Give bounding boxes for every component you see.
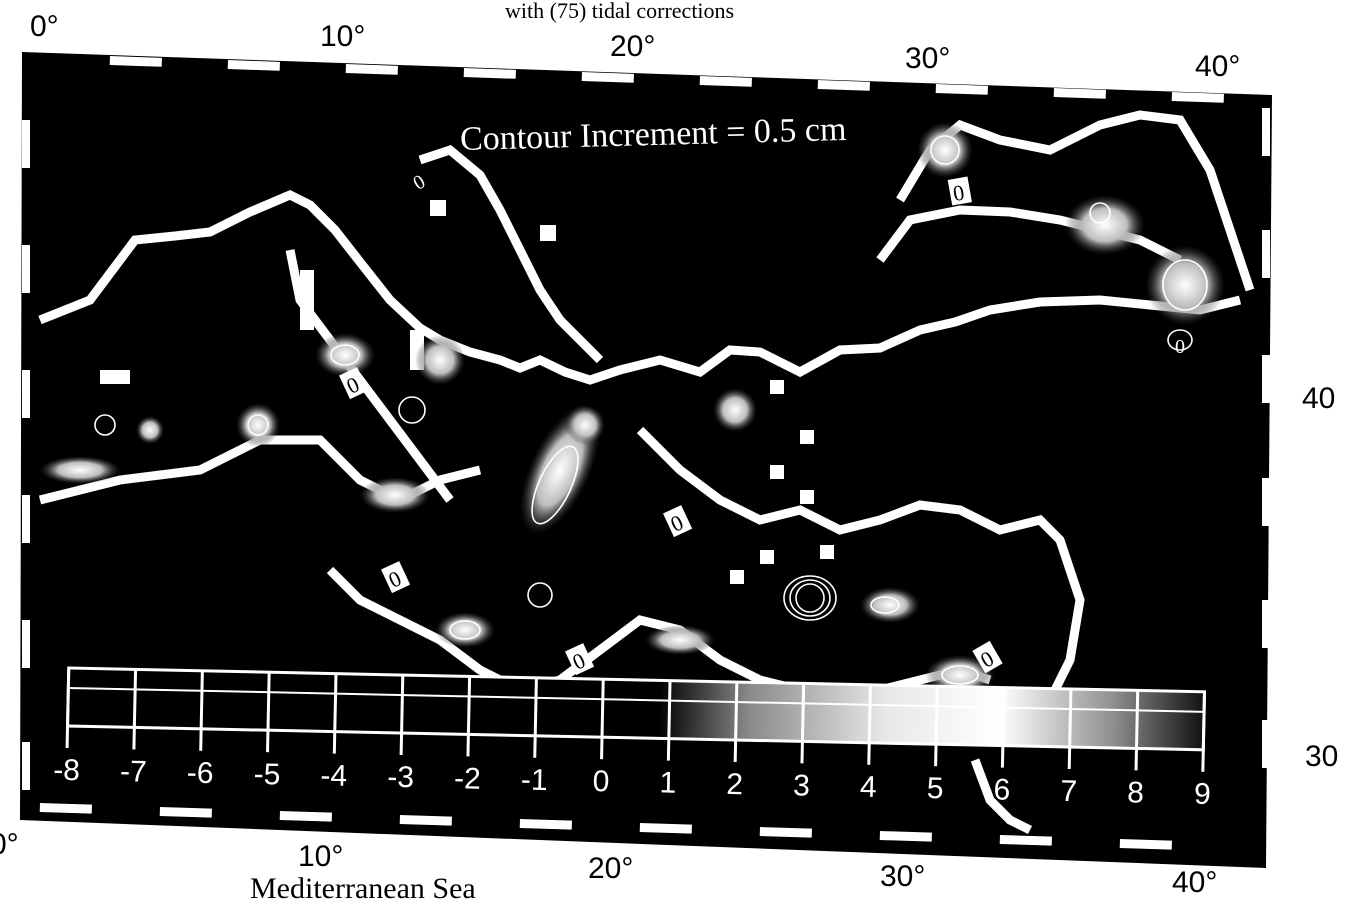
colorbar-tick-label: 1 [659,766,676,799]
colorbar: -8 -7 -6 -5 -4 -3 -2 -1 0 1 2 3 4 5 6 7 8 9 [53,666,1211,811]
colorbar-tick-label: -8 [53,754,80,788]
contour-label-0h: 0 [1175,336,1185,358]
colorbar-tick [466,676,472,757]
lon-label-top-30: 30° [905,42,951,75]
lon-label-top-20: 20° [610,30,656,63]
colorbar-tick-label: -1 [521,764,548,798]
colorbar-tick [733,681,739,763]
colorbar-tick-label: 7 [1060,775,1077,808]
lat-label-40: 40 [1302,382,1336,415]
lon-label-top-40: 40° [1195,50,1241,83]
colorbar-tick-label: -3 [387,761,414,795]
lon-label-bottom-20: 20° [588,852,634,885]
colorbar-tick [666,680,672,761]
contour-label-0e: 0 [947,176,972,206]
lon-label-bottom-40: 40° [1172,866,1218,899]
contour-label-0f: 0 [972,640,1003,674]
colorbar-tick-label: 8 [1127,776,1144,809]
map-subtitle: with (75) tidal corrections [505,0,735,23]
colorbar-tick [266,672,271,753]
colorbar-tick-label: 6 [993,773,1010,806]
colorbar-ticks [65,667,1207,772]
contour-label-0a: 0 [339,367,369,400]
lat-label-30: 30 [1305,740,1339,773]
colorbar-tick [800,683,806,764]
colorbar-tick-label: -5 [253,758,280,792]
frame-ticks-top [109,56,1224,103]
colorbar-tick [1000,687,1006,768]
colorbar-tick-label: -6 [187,757,214,791]
contour-label-0c: 0 [565,643,595,676]
colorbar-tick [867,684,872,765]
colorbar-tick [600,679,605,760]
colorbar-tick-label: 3 [793,769,810,802]
colorbar-labels: -8 -7 -6 -5 -4 -3 -2 -1 0 1 2 3 4 5 6 7 8 9 [53,754,1211,811]
colorbar-tick-label: -7 [120,755,147,789]
colorbar-tick-label: 4 [860,771,877,804]
frame-ticks-right [1262,108,1270,768]
colorbar-tick [1201,691,1207,772]
colorbar-tick-label: 0 [592,765,609,798]
colorbar-tick-label: -4 [320,759,347,793]
frame-ticks-left [22,120,30,790]
lon-label-bottom-30: 30° [880,860,926,893]
islands [100,200,834,584]
colorbar-tick-label: 5 [926,772,943,805]
contour-label-0b: 0 [381,561,411,594]
contour-lines [94,135,1208,685]
lon-label-bottom-0: 0° [0,828,19,861]
colorbar-tick-label: 2 [726,768,743,801]
colorbar-tick [199,670,204,751]
lon-label-bottom-10: 10° [298,840,344,873]
colorbar-tick [934,686,939,767]
colorbar-tick [1134,690,1140,771]
anomaly-blobs [40,122,1225,695]
svg-text:0: 0 [1175,336,1185,358]
contour-label-0d: 0 [663,505,693,538]
lon-label-top-10: 10° [320,20,366,53]
colorbar-tick [1067,688,1073,770]
colorbar-tick [399,674,405,756]
lon-label-top-0: 0° [30,10,59,43]
colorbar-tick-label: -2 [454,762,481,796]
colorbar-tick-label: 9 [1194,778,1211,811]
svg-text:0: 0 [951,179,966,206]
colorbar-tick [65,667,71,749]
colorbar-tick [332,673,338,754]
colorbar-tick [132,669,138,750]
colorbar-tick [533,677,538,758]
frame-ticks-bottom [39,803,1172,850]
